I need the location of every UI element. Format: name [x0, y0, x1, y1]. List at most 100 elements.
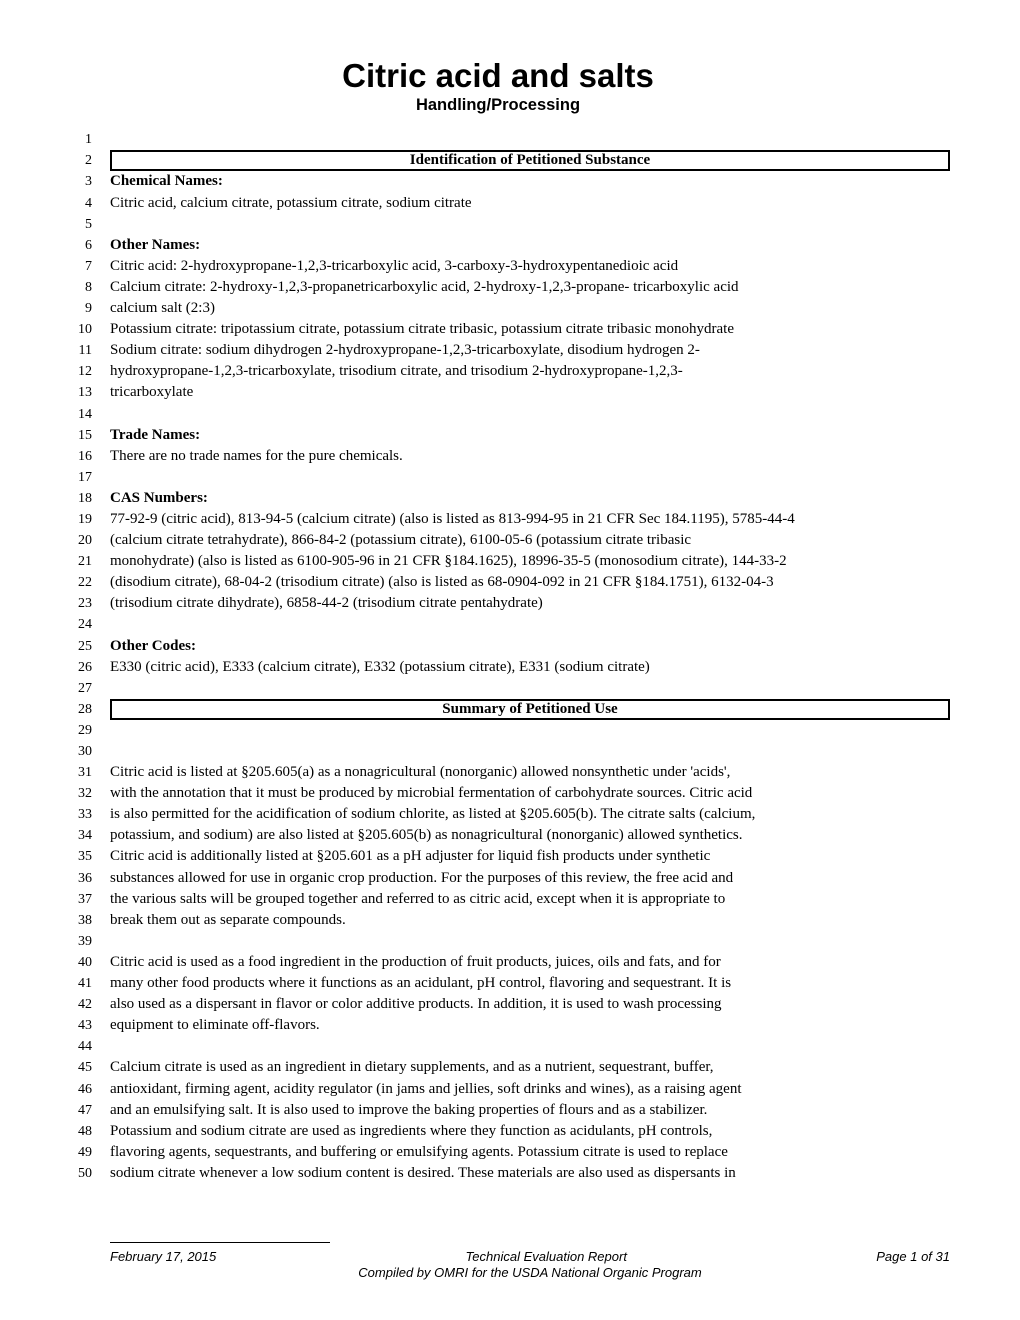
line-number: 21	[46, 551, 92, 572]
line-number: 15	[46, 425, 92, 446]
body-text-column: Identification of Petitioned SubstanceCh…	[110, 129, 950, 1184]
line-number: 19	[46, 509, 92, 530]
line-number: 44	[46, 1036, 92, 1057]
text-line: break them out as separate compounds.	[110, 910, 950, 931]
footer-date: February 17, 2015	[110, 1249, 216, 1264]
text-line: (trisodium citrate dihydrate), 6858-44-2…	[110, 593, 950, 614]
line-number: 22	[46, 572, 92, 593]
text-line: also used as a dispersant in flavor or c…	[110, 994, 950, 1015]
blank-line	[110, 678, 950, 699]
line-number: 6	[46, 235, 92, 256]
line-number: 28	[46, 699, 92, 720]
line-number: 10	[46, 319, 92, 340]
bold-line: Trade Names:	[110, 425, 950, 446]
text-line: tricarboxylate	[110, 382, 950, 403]
line-number: 5	[46, 214, 92, 235]
line-number: 36	[46, 868, 92, 889]
page-footer: February 17, 2015 Technical Evaluation R…	[110, 1242, 950, 1280]
line-number: 24	[46, 614, 92, 635]
text-line: flavoring agents, sequestrants, and buff…	[110, 1142, 950, 1163]
text-line: E330 (citric acid), E333 (calcium citrat…	[110, 657, 950, 678]
text-line: (disodium citrate), 68-04-2 (trisodium c…	[110, 572, 950, 593]
text-line: is also permitted for the acidification …	[110, 804, 950, 825]
line-number: 41	[46, 973, 92, 994]
text-line: Citric acid is used as a food ingredient…	[110, 952, 950, 973]
text-line: Calcium citrate is used as an ingredient…	[110, 1057, 950, 1078]
line-number: 42	[46, 994, 92, 1015]
text-line: calcium salt (2:3)	[110, 298, 950, 319]
line-number: 23	[46, 593, 92, 614]
line-number: 14	[46, 404, 92, 425]
line-number: 33	[46, 804, 92, 825]
line-number: 18	[46, 488, 92, 509]
line-number: 49	[46, 1142, 92, 1163]
blank-line	[110, 1036, 950, 1057]
line-number: 43	[46, 1015, 92, 1036]
line-number: 2	[46, 150, 92, 171]
blank-line	[110, 467, 950, 488]
line-number: 25	[46, 636, 92, 657]
line-number: 31	[46, 762, 92, 783]
blank-line	[110, 404, 950, 425]
text-line: substances allowed for use in organic cr…	[110, 868, 950, 889]
text-line: Potassium citrate: tripotassium citrate,…	[110, 319, 950, 340]
text-line: Calcium citrate: 2-hydroxy-1,2,3-propane…	[110, 277, 950, 298]
line-number: 29	[46, 720, 92, 741]
text-line: monohydrate) (also is listed as 6100-905…	[110, 551, 950, 572]
bold-line: Chemical Names:	[110, 171, 950, 192]
document-page: Citric acid and salts Handling/Processin…	[0, 0, 1020, 1320]
line-number: 47	[46, 1100, 92, 1121]
line-number: 20	[46, 530, 92, 551]
line-number: 34	[46, 825, 92, 846]
section-header: Summary of Petitioned Use	[110, 699, 950, 720]
line-number: 1	[46, 129, 92, 150]
line-number: 40	[46, 952, 92, 973]
line-number: 4	[46, 193, 92, 214]
text-line: Sodium citrate: sodium dihydrogen 2-hydr…	[110, 340, 950, 361]
line-number: 30	[46, 741, 92, 762]
text-line: the various salts will be grouped togeth…	[110, 889, 950, 910]
footer-row: February 17, 2015 Technical Evaluation R…	[110, 1249, 950, 1264]
content-wrap: 1234567891011121314151617181920212223242…	[46, 129, 950, 1184]
line-number: 7	[46, 256, 92, 277]
footer-center-bottom: Compiled by OMRI for the USDA National O…	[110, 1265, 950, 1280]
line-number: 50	[46, 1163, 92, 1184]
line-number: 27	[46, 678, 92, 699]
blank-line	[110, 129, 950, 150]
text-line: 77-92-9 (citric acid), 813-94-5 (calcium…	[110, 509, 950, 530]
blank-line	[110, 214, 950, 235]
text-line: Citric acid, calcium citrate, potassium …	[110, 193, 950, 214]
bold-line: Other Names:	[110, 235, 950, 256]
text-line: hydroxypropane-1,2,3-tricarboxylate, tri…	[110, 361, 950, 382]
line-number: 9	[46, 298, 92, 319]
text-line: and an emulsifying salt. It is also used…	[110, 1100, 950, 1121]
line-number: 32	[46, 783, 92, 804]
line-number: 13	[46, 382, 92, 403]
line-number: 37	[46, 889, 92, 910]
line-number: 35	[46, 846, 92, 867]
line-number-gutter: 1234567891011121314151617181920212223242…	[46, 129, 110, 1184]
blank-line	[110, 720, 950, 741]
blank-line	[110, 931, 950, 952]
page-title: Citric acid and salts	[46, 58, 950, 94]
line-number: 12	[46, 361, 92, 382]
text-line: antioxidant, firming agent, acidity regu…	[110, 1079, 950, 1100]
blank-line	[110, 741, 950, 762]
text-line: with the annotation that it must be prod…	[110, 783, 950, 804]
line-number: 48	[46, 1121, 92, 1142]
line-number: 3	[46, 171, 92, 192]
bold-line: Other Codes:	[110, 636, 950, 657]
section-header: Identification of Petitioned Substance	[110, 150, 950, 171]
bold-line: CAS Numbers:	[110, 488, 950, 509]
page-subtitle: Handling/Processing	[46, 96, 950, 115]
text-line: (calcium citrate tetrahydrate), 866-84-2…	[110, 530, 950, 551]
footer-rule	[110, 1242, 330, 1243]
line-number: 46	[46, 1079, 92, 1100]
line-number: 45	[46, 1057, 92, 1078]
text-line: equipment to eliminate off-flavors.	[110, 1015, 950, 1036]
line-number: 17	[46, 467, 92, 488]
line-number: 39	[46, 931, 92, 952]
footer-right: Page 1 of 31	[876, 1249, 950, 1264]
text-line: Citric acid: 2-hydroxypropane-1,2,3-tric…	[110, 256, 950, 277]
line-number: 11	[46, 340, 92, 361]
